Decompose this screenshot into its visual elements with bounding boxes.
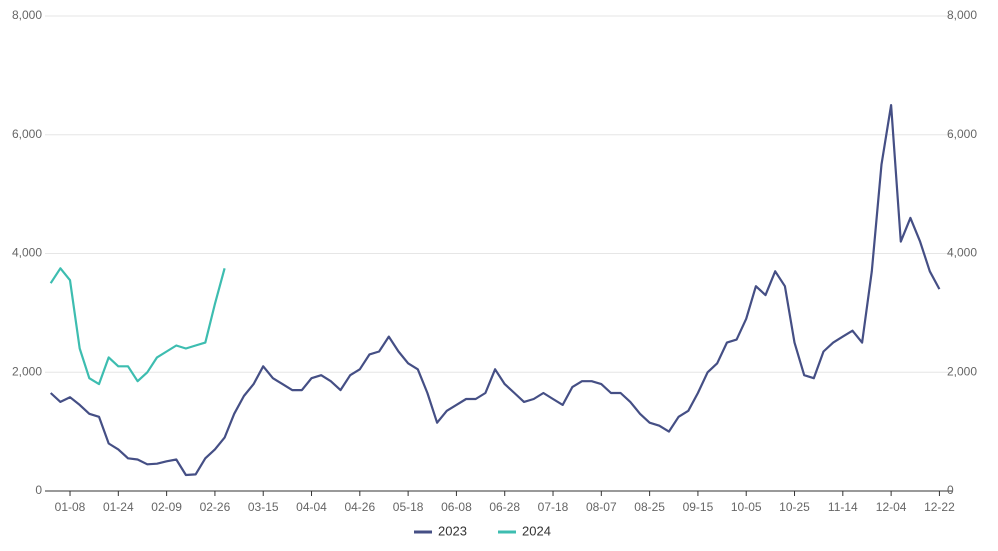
x-tick-label: 09-15	[683, 500, 714, 514]
x-tick-label: 11-14	[828, 500, 858, 514]
y2-tick-label: 8,000	[947, 8, 977, 22]
x-tick-label: 12-04	[876, 500, 907, 514]
x-tick-label: 06-08	[441, 500, 472, 514]
series-line	[49, 267, 226, 386]
x-tick-label: 06-28	[489, 500, 520, 514]
legend-label: 2023	[438, 523, 467, 538]
x-tick-label: 04-04	[296, 500, 327, 514]
x-tick-label: 07-18	[538, 500, 569, 514]
y-tick-label: 0	[35, 483, 42, 497]
y-tick-label: 6,000	[12, 127, 42, 141]
y2-tick-label: 0	[947, 483, 954, 497]
x-tick-label: 03-15	[248, 500, 279, 514]
x-tick-label: 08-07	[586, 500, 617, 514]
series-line	[49, 104, 941, 477]
x-tick-label: 12-22	[924, 500, 955, 514]
x-tick-label: 10-25	[779, 500, 810, 514]
x-tick-label: 10-05	[731, 500, 762, 514]
x-tick-label: 01-08	[55, 500, 86, 514]
x-tick-label: 02-26	[200, 500, 231, 514]
x-tick-label: 02-09	[151, 500, 182, 514]
y2-tick-label: 4,000	[947, 246, 977, 260]
legend-label: 2024	[522, 523, 551, 538]
x-tick-label: 01-24	[103, 500, 134, 514]
x-tick-label: 05-18	[393, 500, 424, 514]
y2-tick-label: 6,000	[947, 127, 977, 141]
x-tick-label: 04-26	[344, 500, 375, 514]
x-tick-label: 08-25	[634, 500, 665, 514]
y-tick-label: 8,000	[12, 8, 42, 22]
y2-tick-label: 2,000	[947, 364, 977, 378]
y-tick-label: 2,000	[12, 364, 42, 378]
y-tick-label: 4,000	[12, 246, 42, 260]
